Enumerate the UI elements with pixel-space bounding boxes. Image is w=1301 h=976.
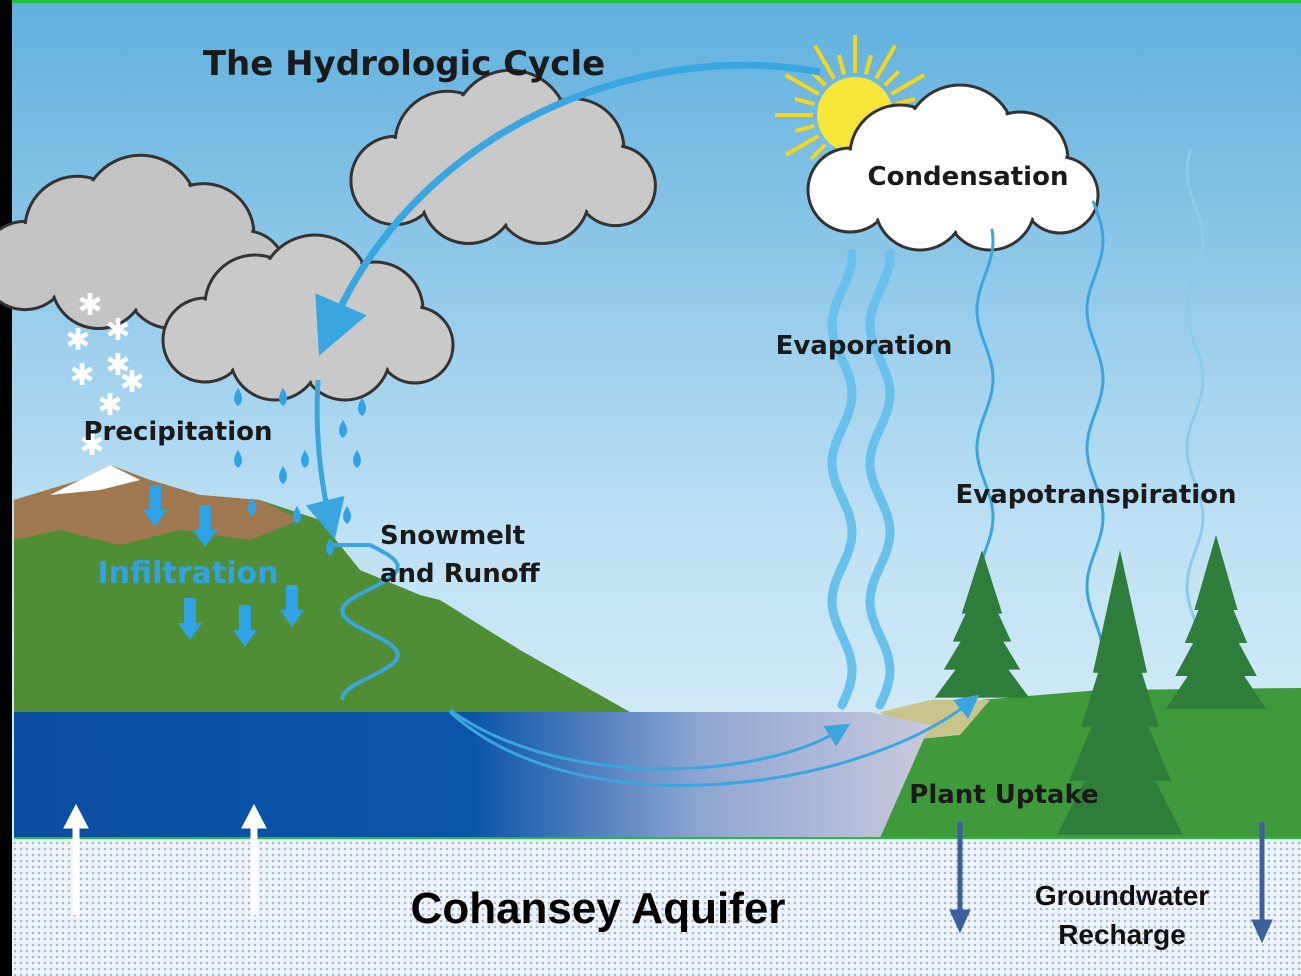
snowflake: ✱ <box>77 288 102 323</box>
precipitation-label: Precipitation <box>83 417 272 447</box>
plant-uptake-label: Plant Uptake <box>909 780 1098 810</box>
hydrologic-cycle-diagram: ✱✱✱✱✱✱✱✱ The Hydrologic Cycle Condensati… <box>0 0 1301 976</box>
cloud-fill <box>578 148 653 223</box>
snowflake: ✱ <box>65 323 90 358</box>
recharge-label: Groundwater <box>1035 880 1209 911</box>
snowflake: ✱ <box>105 313 130 348</box>
snowflake: ✱ <box>69 358 94 393</box>
runoff-label: Snowmelt <box>380 521 525 551</box>
evapotranspiration-label: Evapotranspiration <box>955 480 1236 510</box>
recharge-label: Recharge <box>1058 919 1186 950</box>
cloud-fill <box>233 313 318 398</box>
cloud-fill <box>380 310 451 381</box>
evaporation-label: Evaporation <box>776 331 953 361</box>
condensation-label: Condensation <box>868 162 1069 192</box>
title: The Hydrologic Cycle <box>203 44 605 84</box>
runoff-label: and Runoff <box>380 559 541 589</box>
infiltration-label: Infiltration <box>97 556 278 591</box>
aquifer-label: Cohansey Aquifer <box>411 884 786 933</box>
top-border <box>12 0 1301 3</box>
snowflake: ✱ <box>119 365 144 400</box>
cloud-fill <box>424 152 514 242</box>
